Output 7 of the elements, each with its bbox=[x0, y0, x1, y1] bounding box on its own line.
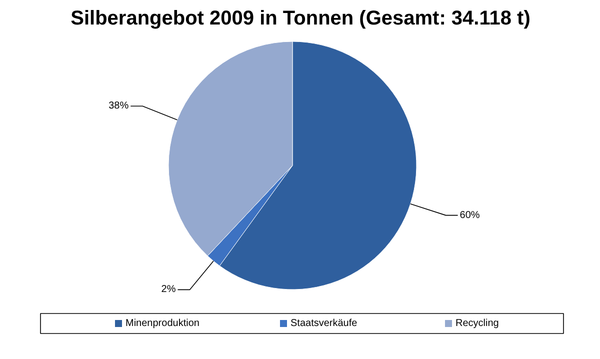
data-label: 2% bbox=[161, 284, 176, 296]
data-label: 38% bbox=[108, 100, 129, 112]
chart-title: Silberangebot 2009 in Tonnen (Gesamt: 34.118 t) bbox=[70, 8, 530, 30]
legend-label: Staatsverkäufe bbox=[290, 318, 358, 329]
legend-label: Recycling bbox=[456, 318, 499, 329]
legend-label: Minenproduktion bbox=[126, 318, 200, 329]
data-label: 60% bbox=[460, 210, 480, 221]
